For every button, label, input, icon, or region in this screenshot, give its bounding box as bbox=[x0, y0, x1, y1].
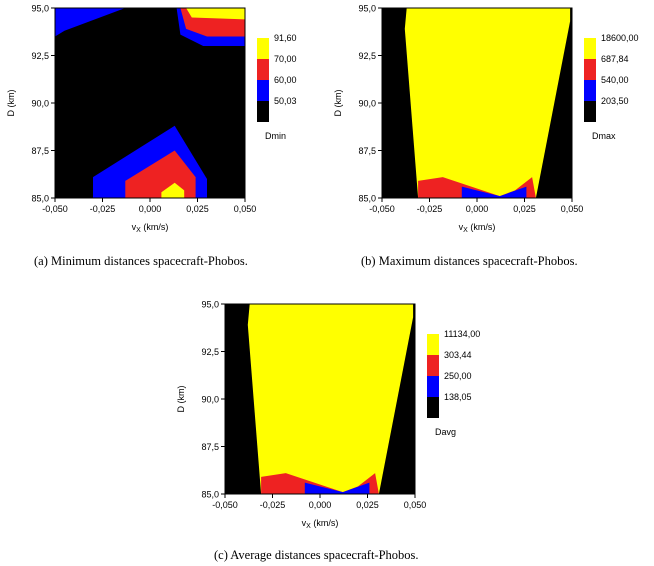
legend-level-label: 138,05 bbox=[444, 392, 472, 402]
legend-level-label: 18600,00 bbox=[601, 33, 639, 43]
y-tick-label: 85,0 bbox=[358, 194, 376, 204]
y-tick-label: 95,0 bbox=[358, 4, 376, 14]
x-tick-label: 0,050 bbox=[561, 204, 584, 214]
legend-swatch-0 bbox=[257, 38, 269, 59]
y-tick-label: 87,5 bbox=[358, 146, 376, 156]
legend-level-label: 91,60 bbox=[274, 33, 297, 43]
x-tick-label: 0,025 bbox=[186, 204, 209, 214]
chart-avg-distance: -0,050 -0,025 0,000 0,025 0,050 85,0 87,5 90,0 9… bbox=[176, 300, 480, 531]
chart-min-distance: -0,050 -0,025 0,000 0,025 0,050 85,0 87,5 90,0 9… bbox=[6, 4, 297, 235]
contour-region-0 bbox=[247, 304, 414, 494]
y-tick-label: 87,5 bbox=[31, 146, 49, 156]
legend-title: Davg bbox=[435, 427, 456, 437]
legend-level-label: 11134,00 bbox=[444, 329, 480, 339]
contour-region-6 bbox=[161, 182, 185, 198]
y-tick-label: 90,0 bbox=[31, 99, 49, 109]
legend-swatch-1 bbox=[257, 59, 269, 80]
caption-max-distance: (b) Maximum distances spacecraft-Phobos. bbox=[361, 254, 578, 268]
x-tick-label: -0,050 bbox=[212, 500, 238, 510]
x-tick-label: 0,000 bbox=[139, 204, 162, 214]
x-tick-label: -0,025 bbox=[260, 500, 286, 510]
contour-region-0 bbox=[55, 8, 126, 37]
x-tick-label: -0,025 bbox=[417, 204, 443, 214]
y-tick-label: 95,0 bbox=[201, 300, 219, 310]
x-tick-label: 0,025 bbox=[513, 204, 536, 214]
x-tick-label: -0,025 bbox=[90, 204, 116, 214]
x-tick-label: 0,050 bbox=[234, 204, 257, 214]
legend-swatch-3 bbox=[584, 101, 596, 122]
legend-level-label: 303,44 bbox=[444, 350, 472, 360]
caption-min-distance: (a) Minimum distances spacecraft-Phobos. bbox=[34, 254, 248, 268]
y-tick-label: 90,0 bbox=[201, 395, 219, 405]
legend-level-label: 203,50 bbox=[601, 96, 629, 106]
legend-swatch-1 bbox=[427, 355, 439, 376]
y-tick-label: 90,0 bbox=[358, 99, 376, 109]
x-tick-label: -0,050 bbox=[42, 204, 68, 214]
y-axis-label: D (km) bbox=[6, 90, 16, 117]
contour-region-1 bbox=[418, 177, 536, 198]
x-axis-label: vX (km/s) bbox=[459, 222, 496, 234]
legend-level-label: 70,00 bbox=[274, 54, 297, 64]
legend-level-label: 50,03 bbox=[274, 96, 297, 106]
legend-swatch-1 bbox=[584, 59, 596, 80]
legend-swatch-3 bbox=[427, 397, 439, 418]
contour-region-0 bbox=[404, 8, 571, 198]
y-tick-label: 95,0 bbox=[31, 4, 49, 14]
x-tick-label: 0,025 bbox=[356, 500, 379, 510]
x-axis-label: vX (km/s) bbox=[302, 518, 339, 530]
legend-swatch-2 bbox=[584, 80, 596, 101]
x-tick-label: 0,050 bbox=[404, 500, 427, 510]
legend-swatch-2 bbox=[427, 376, 439, 397]
contour-region-3 bbox=[186, 8, 245, 20]
y-tick-label: 92,5 bbox=[31, 51, 49, 61]
contour-region-1 bbox=[261, 473, 379, 494]
x-tick-label: 0,000 bbox=[466, 204, 489, 214]
contour-region-2 bbox=[461, 186, 527, 198]
chart-max-distance: -0,050 -0,025 0,000 0,025 0,050 85,0 87,5 90,0 9… bbox=[333, 4, 639, 235]
legend-swatch-3 bbox=[257, 101, 269, 122]
y-axis-label: D (km) bbox=[176, 386, 186, 413]
legend-swatch-2 bbox=[257, 80, 269, 101]
legend-level-label: 687,84 bbox=[601, 54, 629, 64]
legend-level-label: 60,00 bbox=[274, 75, 297, 85]
x-tick-label: 0,000 bbox=[309, 500, 332, 510]
x-axis-label: vX (km/s) bbox=[132, 222, 169, 234]
legend-title: Dmin bbox=[265, 131, 286, 141]
caption-avg-distance: (c) Average distances spacecraft-Phobos. bbox=[214, 548, 419, 562]
y-tick-label: 87,5 bbox=[201, 442, 219, 452]
y-tick-label: 85,0 bbox=[201, 490, 219, 500]
y-axis-label: D (km) bbox=[333, 90, 343, 117]
y-tick-label: 92,5 bbox=[358, 51, 376, 61]
x-tick-label: -0,050 bbox=[369, 204, 395, 214]
legend-swatch-0 bbox=[584, 38, 596, 59]
y-tick-label: 92,5 bbox=[201, 347, 219, 357]
legend-title: Dmax bbox=[592, 131, 616, 141]
legend-swatch-0 bbox=[427, 334, 439, 355]
y-tick-label: 85,0 bbox=[31, 194, 49, 204]
legend-level-label: 250,00 bbox=[444, 371, 472, 381]
legend-level-label: 540,00 bbox=[601, 75, 629, 85]
contour-region-2 bbox=[304, 482, 370, 494]
